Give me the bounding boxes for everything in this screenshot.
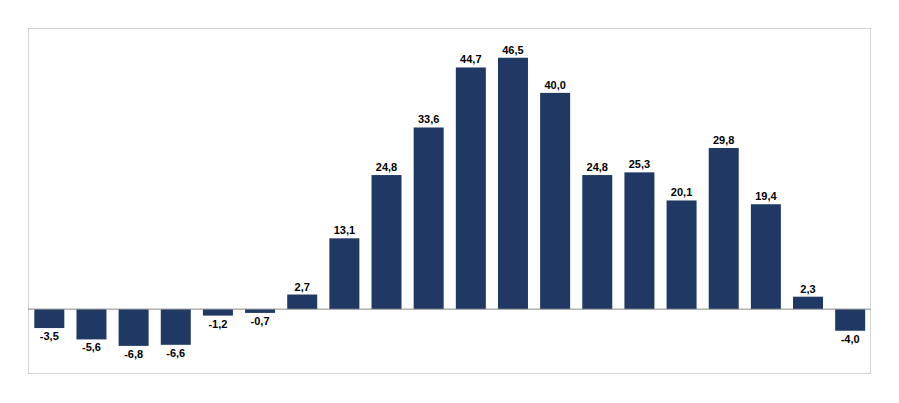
svg-text:-6,6: -6,6: [166, 347, 185, 359]
svg-text:-1,2: -1,2: [208, 318, 227, 330]
svg-text:-5,6: -5,6: [82, 341, 101, 353]
svg-text:19,4: 19,4: [755, 190, 777, 202]
svg-text:-6,8: -6,8: [124, 348, 143, 360]
svg-text:40,0: 40,0: [544, 79, 565, 91]
svg-text:2,3: 2,3: [800, 283, 815, 295]
svg-text:24,8: 24,8: [376, 161, 397, 173]
svg-text:-0,7: -0,7: [251, 315, 270, 327]
svg-text:20,1: 20,1: [671, 186, 692, 198]
svg-text:-4,0: -4,0: [841, 333, 860, 345]
svg-text:46,5: 46,5: [502, 44, 523, 56]
svg-text:33,6: 33,6: [418, 113, 439, 125]
svg-text:-3,5: -3,5: [40, 330, 59, 342]
svg-text:13,1: 13,1: [334, 224, 355, 236]
svg-text:2,7: 2,7: [295, 281, 310, 293]
svg-text:44,7: 44,7: [460, 53, 481, 65]
svg-text:25,3: 25,3: [629, 158, 650, 170]
svg-text:24,8: 24,8: [587, 161, 608, 173]
svg-text:29,8: 29,8: [713, 134, 734, 146]
